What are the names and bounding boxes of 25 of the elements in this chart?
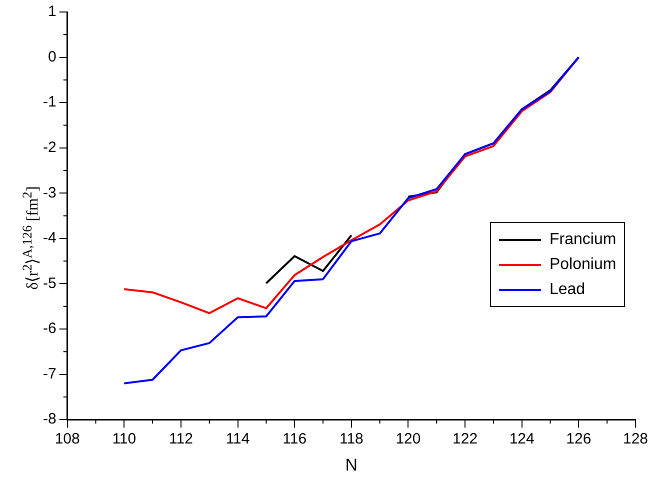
y-tick-label: -6 (42, 320, 56, 338)
x-tick-label: 122 (452, 430, 478, 448)
y-tick-label: -5 (42, 274, 56, 292)
x-tick-label: 120 (396, 430, 421, 448)
y-tick-label: -1 (42, 94, 56, 111)
y-tick-label: -4 (42, 230, 56, 247)
y-tick-label: -2 (42, 139, 56, 156)
x-tick-label: 108 (54, 430, 80, 448)
y-tick-label: -3 (42, 184, 56, 202)
y-tick-label: -7 (42, 365, 56, 382)
x-tick-label: 126 (566, 430, 592, 448)
x-tick-label: 112 (169, 430, 193, 448)
x-tick-label: 124 (509, 430, 534, 448)
x-tick-label: 110 (112, 430, 136, 448)
y-tick-label: 0 (48, 48, 56, 66)
x-tick-label: 116 (282, 430, 307, 448)
y-tick-label: 1 (48, 3, 56, 20)
x-tick-label: 118 (339, 430, 364, 448)
y-tick-label: -8 (42, 410, 56, 428)
x-tick-label: 128 (622, 430, 648, 448)
legend-label: Polonium (549, 256, 616, 274)
legend-label: Francium (549, 230, 616, 249)
x-tick-label: 114 (226, 430, 250, 448)
legend-label: Lead (549, 280, 586, 299)
x-axis-title: N (345, 455, 358, 474)
